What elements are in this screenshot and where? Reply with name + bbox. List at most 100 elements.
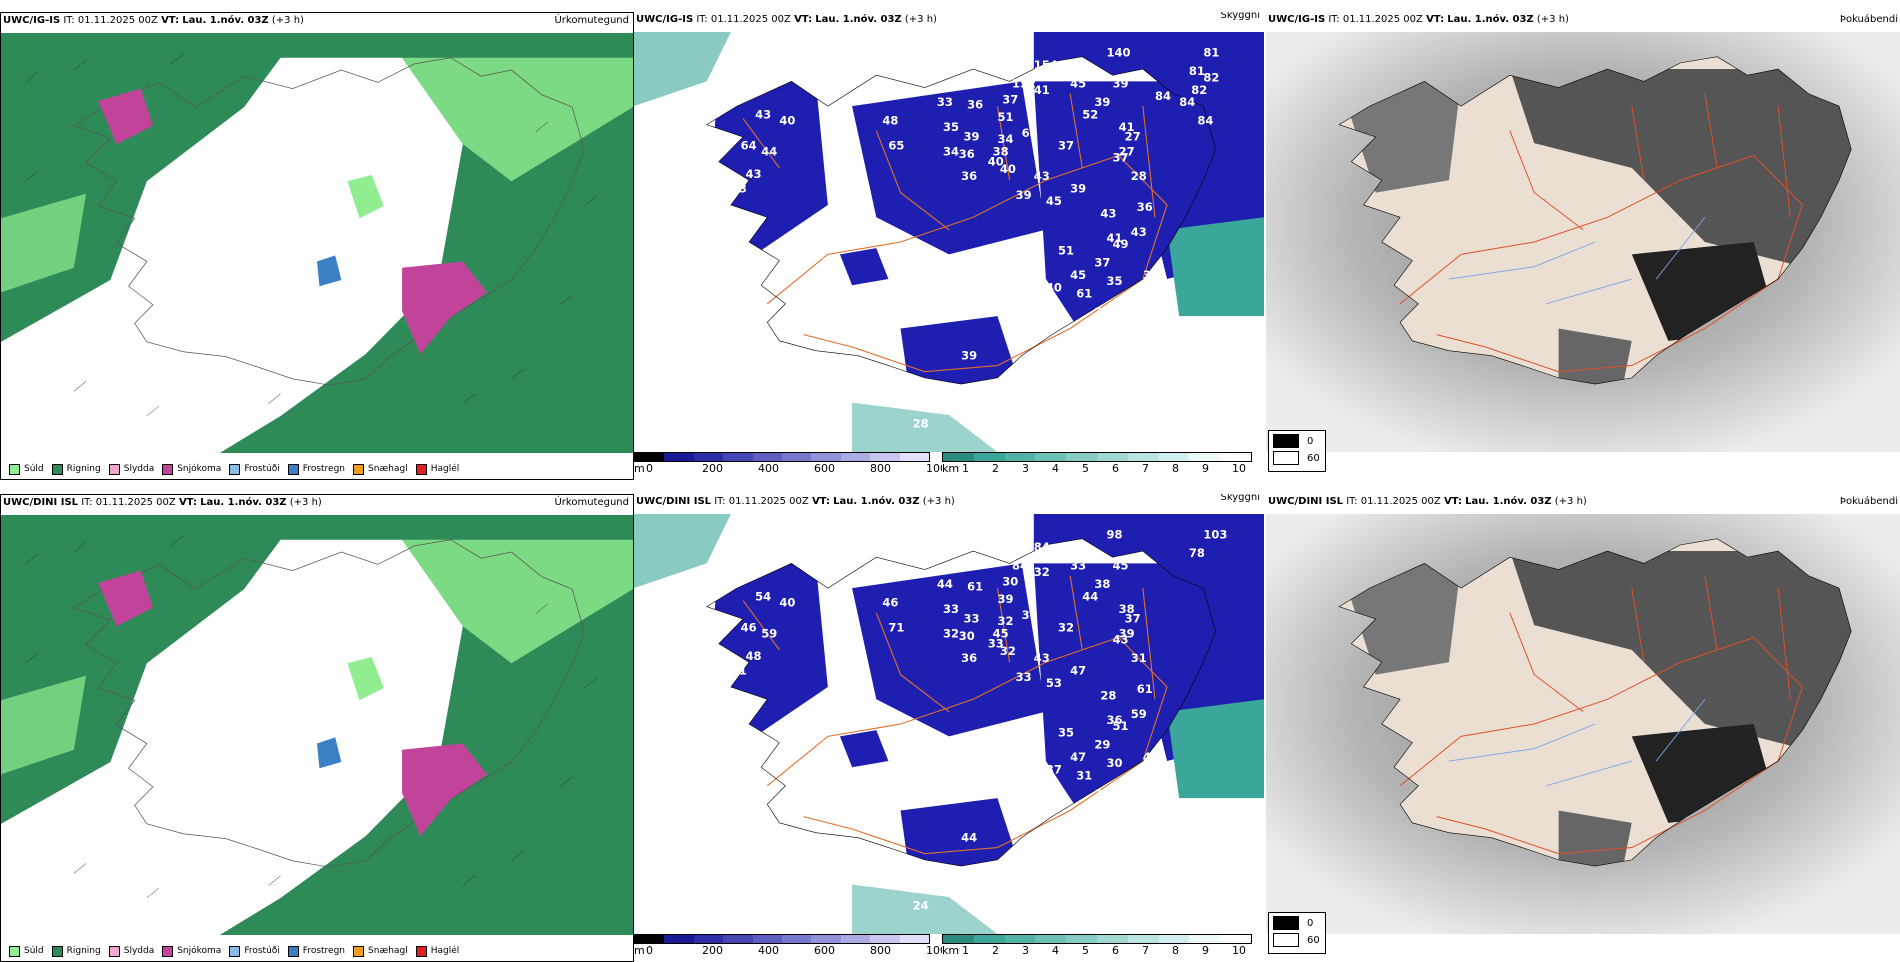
title-lead: (+3 h): [1536, 14, 1569, 25]
scale-tick-km: 7: [1142, 462, 1149, 475]
scale-tick-m: 200: [702, 944, 723, 957]
scale-tick-m: 200: [702, 462, 723, 475]
visibility-value: 34: [943, 144, 959, 158]
title-vt-value: Lau. 1.nóv. 03Z: [200, 497, 287, 508]
title-vt-value: Lau. 1.nóv. 03Z: [833, 496, 920, 507]
visibility-value: 28: [1131, 169, 1147, 183]
title-vt-label: VT:: [811, 496, 830, 507]
visibility-value: 44: [761, 144, 777, 158]
visibility-value: 34: [1004, 738, 1020, 752]
visibility-value: 58: [707, 762, 723, 776]
visibility-value: 43: [1100, 206, 1116, 220]
visibility-value: 54: [755, 589, 771, 603]
visibility-value: 48: [925, 398, 941, 412]
precip-legend-item: Haglél: [415, 945, 460, 957]
visibility-value: 37: [1002, 93, 1018, 107]
visibility-value: 45: [1070, 268, 1086, 282]
scale-tick-km: 4: [1052, 944, 1059, 957]
precip-legend-label: Haglél: [430, 946, 460, 956]
precip-legend-swatch: [162, 945, 174, 957]
fog-legend: 0 60: [1268, 430, 1326, 472]
visibility-value: 40: [988, 154, 1004, 168]
precip-legend-swatch: [162, 463, 174, 475]
visibility-value: 33: [937, 95, 953, 109]
visibility-value: 23: [1082, 348, 1098, 362]
panel-title: UWC/IG-IS IT: 01.11.2025 00Z VT: Lau. 1.…: [1268, 14, 1569, 25]
visibility-value: 39: [1016, 188, 1032, 202]
visibility-value: 40: [804, 305, 820, 319]
visibility-value: 40: [1046, 280, 1062, 294]
scale-tick-km: 3: [1022, 944, 1029, 957]
visibility-value: 61: [967, 579, 983, 593]
precip-legend-item: Frostúði: [229, 945, 280, 957]
visibility-scale-m-bar: [634, 452, 930, 462]
visibility-value: 59: [1131, 707, 1147, 721]
visibility-value: 43: [755, 107, 771, 121]
scale-tick-m: 400: [758, 944, 779, 957]
visibility-value: 36: [1137, 200, 1153, 214]
visibility-value: 48: [745, 649, 761, 663]
visibility-value: 72: [729, 537, 745, 551]
visibility-value: 41: [1034, 83, 1050, 97]
precip-legend-item: Rigning: [51, 945, 101, 957]
visibility-value: 37: [1046, 762, 1062, 776]
visibility-value: 47: [1070, 750, 1086, 764]
visibility-value: 28: [1100, 688, 1116, 702]
visibility-value: 65: [888, 138, 904, 152]
visibility-value: 103: [1203, 528, 1227, 542]
fog-legend-low: 60: [1307, 934, 1320, 946]
visibility-value: 82: [1203, 70, 1219, 84]
visibility-value: 49: [1113, 237, 1129, 251]
visibility-value: 41: [1107, 231, 1123, 245]
precip-map: [1, 515, 633, 935]
visibility-value: 51: [1113, 719, 1129, 733]
visibility-value: 41: [731, 663, 747, 677]
visibility-value: 82: [1191, 83, 1207, 97]
visibility-value: 94: [719, 76, 735, 90]
visibility-value: 25: [1094, 305, 1110, 319]
visibility-value: 61: [1137, 682, 1153, 696]
scale-unit-km: km: [942, 944, 960, 957]
title-it-label: IT:: [714, 496, 726, 507]
visibility-value: 43: [1034, 651, 1050, 665]
title-lead: (+3 h): [922, 496, 955, 507]
precip-legend-label: Slydda: [123, 464, 155, 474]
visibility-value: 39: [1070, 181, 1086, 195]
title-it-label: IT:: [63, 15, 75, 26]
title-vt-value: Lau. 1.nóv. 03Z: [815, 14, 902, 25]
precip-legend: Súld Rigning Slydda Snjókoma Frostúði Frostre…: [1, 459, 633, 479]
precip-legend-label: Frostúði: [244, 946, 280, 956]
title-model: UWC/DINI ISL: [1268, 496, 1344, 507]
precip-legend-item: Frostregn: [287, 945, 345, 957]
visibility-value: 53: [731, 181, 747, 195]
title-it-value: 01.11.2025 00Z: [728, 496, 809, 507]
visibility-value: 84: [1197, 114, 1213, 128]
precip-panel-tag: Úrkomutegund: [554, 497, 629, 508]
visibility-value: 33: [1016, 670, 1032, 684]
visibility-value: 39: [997, 592, 1013, 606]
visibility-value: 44: [937, 577, 953, 591]
precip-legend-swatch: [415, 945, 427, 957]
visibility-scale-km-bar: [942, 452, 1252, 462]
visibility-value: 44: [1082, 589, 1098, 603]
visibility-value: 78: [1189, 546, 1205, 560]
precip-legend-item: Snæhagl: [353, 463, 408, 475]
visibility-value: 30: [1002, 575, 1018, 589]
panel-title: UWC/DINI ISL IT: 01.11.2025 00Z VT: Lau.…: [3, 497, 322, 508]
visibility-value: 41: [1119, 120, 1135, 134]
visibility-value: 40: [779, 596, 795, 610]
visibility-value: 43: [1034, 169, 1050, 183]
title-it-value: 01.11.2025 00Z: [710, 14, 791, 25]
title-lead: (+3 h): [289, 497, 322, 508]
precip-legend-item: Súld: [9, 463, 44, 475]
fog-map: [1266, 32, 1900, 452]
scale-tick-km: 10: [1232, 944, 1246, 957]
visibility-value: 59: [822, 256, 838, 270]
scale-tick-m: 0: [646, 462, 653, 475]
visibility-value: 43: [1131, 225, 1147, 239]
title-it-value: 01.11.2025 00Z: [77, 15, 158, 26]
fog-legend-high: 0: [1307, 917, 1314, 929]
visibility-value: 39: [901, 756, 917, 770]
